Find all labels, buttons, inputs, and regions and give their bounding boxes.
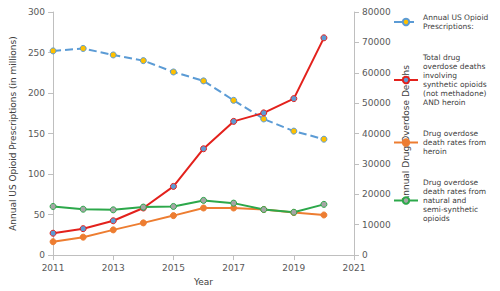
svg-text:0: 0 bbox=[39, 250, 45, 260]
svg-text:death rates from: death rates from bbox=[423, 138, 488, 147]
svg-text:death rates from: death rates from bbox=[423, 187, 488, 196]
svg-text:Annual US Opioid Prescriptions: Annual US Opioid Prescriptions (in milli… bbox=[8, 36, 18, 231]
svg-text:overdose deaths: overdose deaths bbox=[423, 62, 488, 71]
svg-text:50: 50 bbox=[34, 210, 46, 220]
svg-text:150: 150 bbox=[28, 129, 45, 139]
svg-text:Annual Drug Overdose Deaths: Annual Drug Overdose Deaths bbox=[401, 65, 411, 202]
svg-text:100: 100 bbox=[28, 169, 45, 179]
svg-text:2015: 2015 bbox=[162, 263, 185, 273]
svg-text:Prescriptions:: Prescriptions: bbox=[423, 22, 474, 31]
svg-text:30000: 30000 bbox=[362, 159, 391, 169]
svg-text:250: 250 bbox=[28, 48, 45, 58]
svg-text:Year: Year bbox=[193, 277, 213, 287]
svg-text:2011: 2011 bbox=[42, 263, 65, 273]
svg-text:300: 300 bbox=[28, 7, 45, 17]
svg-text:Drug overdose: Drug overdose bbox=[423, 178, 481, 187]
svg-text:opioids: opioids bbox=[423, 214, 450, 223]
svg-text:AND heroin: AND heroin bbox=[423, 98, 466, 107]
svg-text:2019: 2019 bbox=[282, 263, 305, 273]
svg-text:10000: 10000 bbox=[362, 220, 391, 230]
svg-text:heroin: heroin bbox=[423, 147, 447, 156]
svg-text:Total drug: Total drug bbox=[422, 53, 463, 62]
svg-text:natural and: natural and bbox=[423, 196, 469, 205]
svg-text:2021: 2021 bbox=[343, 263, 366, 273]
svg-text:80000: 80000 bbox=[362, 7, 391, 17]
svg-text:70000: 70000 bbox=[362, 37, 391, 47]
svg-text:50000: 50000 bbox=[362, 98, 391, 108]
svg-text:Drug overdose: Drug overdose bbox=[423, 129, 481, 138]
svg-text:Annual US Opioid: Annual US Opioid bbox=[423, 13, 491, 22]
svg-text:(not methadone): (not methadone) bbox=[423, 89, 489, 98]
svg-text:involving: involving bbox=[423, 71, 459, 80]
svg-text:20000: 20000 bbox=[362, 189, 391, 199]
svg-text:0: 0 bbox=[362, 250, 368, 260]
svg-text:synthetic opioids: synthetic opioids bbox=[423, 80, 489, 89]
svg-text:semi-synthetic: semi-synthetic bbox=[423, 205, 481, 214]
svg-text:2013: 2013 bbox=[102, 263, 125, 273]
svg-text:60000: 60000 bbox=[362, 68, 391, 78]
svg-text:40000: 40000 bbox=[362, 129, 391, 139]
svg-text:2017: 2017 bbox=[222, 263, 245, 273]
svg-text:200: 200 bbox=[28, 88, 45, 98]
